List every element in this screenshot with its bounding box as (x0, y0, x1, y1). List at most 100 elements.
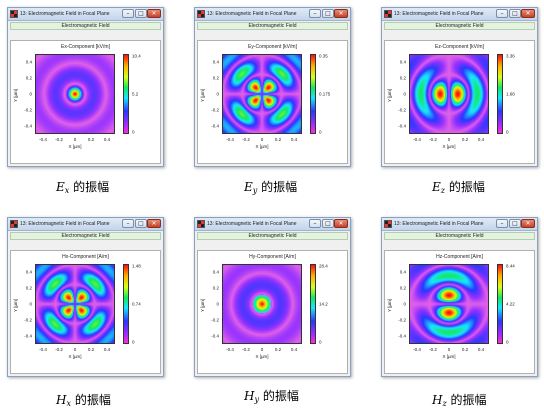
minimize-icon[interactable]: – (496, 9, 508, 18)
y-tick: 0.2 (25, 75, 32, 81)
field-heatmap (409, 264, 489, 344)
y-tick: -0.2 (24, 317, 32, 323)
x-axis-ticks: -0.4 -0.2 0 0.2 0.4 (222, 347, 302, 354)
close-icon[interactable]: ✕ (521, 219, 535, 228)
y-tick: 0 (403, 301, 406, 307)
x-axis-label: X [µm] (255, 144, 269, 149)
caption-ey: Ey 的振幅 (244, 178, 297, 195)
window-hx[interactable]: 13: Electromagnetic Field in Focal Plane… (7, 217, 164, 377)
minimize-icon[interactable]: – (122, 219, 134, 228)
y-tick: 0.4 (399, 269, 406, 275)
plot-title: Ex-Component [kV/m] (61, 44, 110, 50)
diagram-pane: Ez-Component [kV/m] 0.4 0.2 0 -0.2 -0.4 … (384, 40, 535, 164)
y-tick: 0 (29, 91, 32, 97)
y-axis-ticks: 0.4 0.2 0 -0.2 -0.4 (389, 264, 406, 344)
caption-text: 的振幅 (448, 180, 485, 194)
caption-subscript: x (66, 399, 71, 408)
maximize-icon[interactable]: □ (135, 219, 147, 228)
minimize-icon[interactable]: – (496, 219, 508, 228)
x-tick: 0.4 (103, 347, 111, 352)
caption-symbol: H (244, 389, 255, 403)
y-tick: -0.4 (24, 123, 32, 129)
maximize-icon[interactable]: □ (322, 9, 334, 18)
title-bar[interactable]: 13: Electromagnetic Field in Focal Plane… (195, 218, 350, 231)
field-heatmap (409, 54, 489, 134)
close-icon[interactable]: ✕ (147, 219, 161, 228)
minimize-icon[interactable]: – (309, 219, 321, 228)
field-heatmap (222, 264, 302, 344)
x-tick: 0 (447, 347, 451, 352)
x-axis-ticks: -0.4 -0.2 0 0.2 0.4 (409, 347, 489, 354)
x-tick: 0.2 (274, 347, 282, 352)
caption-subscript: y (254, 395, 259, 404)
caption-ex: Ex 的振幅 (56, 178, 109, 195)
field-subtitle: Electromagnetic Field (197, 22, 348, 30)
window-title: 13: Electromagnetic Field in Focal Plane (20, 11, 110, 17)
close-icon[interactable]: ✕ (521, 9, 535, 18)
colorbar (497, 264, 503, 344)
close-icon[interactable]: ✕ (334, 219, 348, 228)
x-tick: -0.4 (39, 137, 47, 142)
field-subtitle: Electromagnetic Field (10, 22, 161, 30)
caption-subscript: z (440, 186, 445, 195)
tab-strip: DiagramTableValue at (x,y) (385, 32, 455, 51)
maximize-icon[interactable]: □ (135, 9, 147, 18)
x-tick: -0.2 (55, 347, 63, 352)
title-bar[interactable]: 13: Electromagnetic Field in Focal Plane… (382, 218, 537, 231)
caption-symbol: E (432, 180, 441, 194)
y-tick: 0.4 (212, 59, 219, 65)
caption-hx: Hx 的振幅 (56, 391, 111, 408)
x-tick: 0.4 (290, 347, 298, 352)
title-bar[interactable]: 13: Electromagnetic Field in Focal Plane… (382, 8, 537, 21)
window-ey[interactable]: 13: Electromagnetic Field in Focal Plane… (194, 7, 351, 167)
y-tick: -0.2 (398, 107, 406, 113)
plot-title: Hx-Component [A/m] (62, 254, 109, 260)
minimize-icon[interactable]: – (122, 9, 134, 18)
x-tick: 0 (73, 347, 77, 352)
colorbar-tick-mid: 5.2 (132, 91, 139, 97)
tab-strip: DiagramTableValue at (x,y) (385, 242, 455, 261)
window-hz[interactable]: 13: Electromagnetic Field in Focal Plane… (381, 217, 538, 377)
y-axis-label: Y [µm] (200, 88, 206, 103)
caption-symbol: H (432, 393, 443, 407)
y-tick: 0.2 (25, 285, 32, 291)
x-tick: -0.2 (55, 137, 63, 142)
caption-subscript: x (64, 186, 70, 195)
caption-symbol: E (244, 180, 253, 194)
window-ex[interactable]: 13: Electromagnetic Field in Focal Plane… (7, 7, 164, 167)
maximize-icon[interactable]: □ (509, 219, 521, 228)
colorbar-tick-max: 8.44 (506, 263, 515, 269)
colorbar-tick-min: 0 (319, 129, 322, 135)
title-bar[interactable]: 13: Electromagnetic Field in Focal Plane… (8, 218, 163, 231)
window-hy[interactable]: 13: Electromagnetic Field in Focal Plane… (194, 217, 351, 377)
minimize-icon[interactable]: – (309, 9, 321, 18)
close-icon[interactable]: ✕ (334, 9, 348, 18)
x-tick: 0 (260, 137, 264, 142)
y-axis-ticks: 0.4 0.2 0 -0.2 -0.4 (15, 264, 32, 344)
window-title: 13: Electromagnetic Field in Focal Plane (207, 221, 297, 227)
title-bar[interactable]: 13: Electromagnetic Field in Focal Plane… (195, 8, 350, 21)
app-icon (10, 10, 18, 18)
x-tick: 0.2 (87, 347, 95, 352)
title-bar[interactable]: 13: Electromagnetic Field in Focal Plane… (8, 8, 163, 21)
caption-symbol: E (56, 180, 65, 194)
colorbar-tick-max: 3.36 (506, 53, 515, 59)
app-icon (10, 220, 18, 228)
caption-symbol: H (56, 393, 67, 407)
x-tick: 0.4 (477, 137, 485, 142)
window-ez[interactable]: 13: Electromagnetic Field in Focal Plane… (381, 7, 538, 167)
x-axis-label: X [µm] (68, 144, 82, 149)
x-axis-ticks: -0.4 -0.2 0 0.2 0.4 (35, 347, 115, 354)
y-axis-ticks: 0.4 0.2 0 -0.2 -0.4 (15, 54, 32, 134)
y-tick: -0.4 (398, 333, 406, 339)
colorbar-tick-max: 0.35 (319, 53, 328, 59)
field-subtitle: Electromagnetic Field (384, 22, 535, 30)
colorbar-tick-min: 0 (132, 339, 135, 345)
close-icon[interactable]: ✕ (147, 9, 161, 18)
caption-subscript: z (442, 399, 447, 408)
y-axis-ticks: 0.4 0.2 0 -0.2 -0.4 (389, 54, 406, 134)
colorbar-ticks: 8.44 4.22 0 (506, 263, 532, 345)
x-axis-ticks: -0.4 -0.2 0 0.2 0.4 (222, 137, 302, 144)
maximize-icon[interactable]: □ (509, 9, 521, 18)
maximize-icon[interactable]: □ (322, 219, 334, 228)
